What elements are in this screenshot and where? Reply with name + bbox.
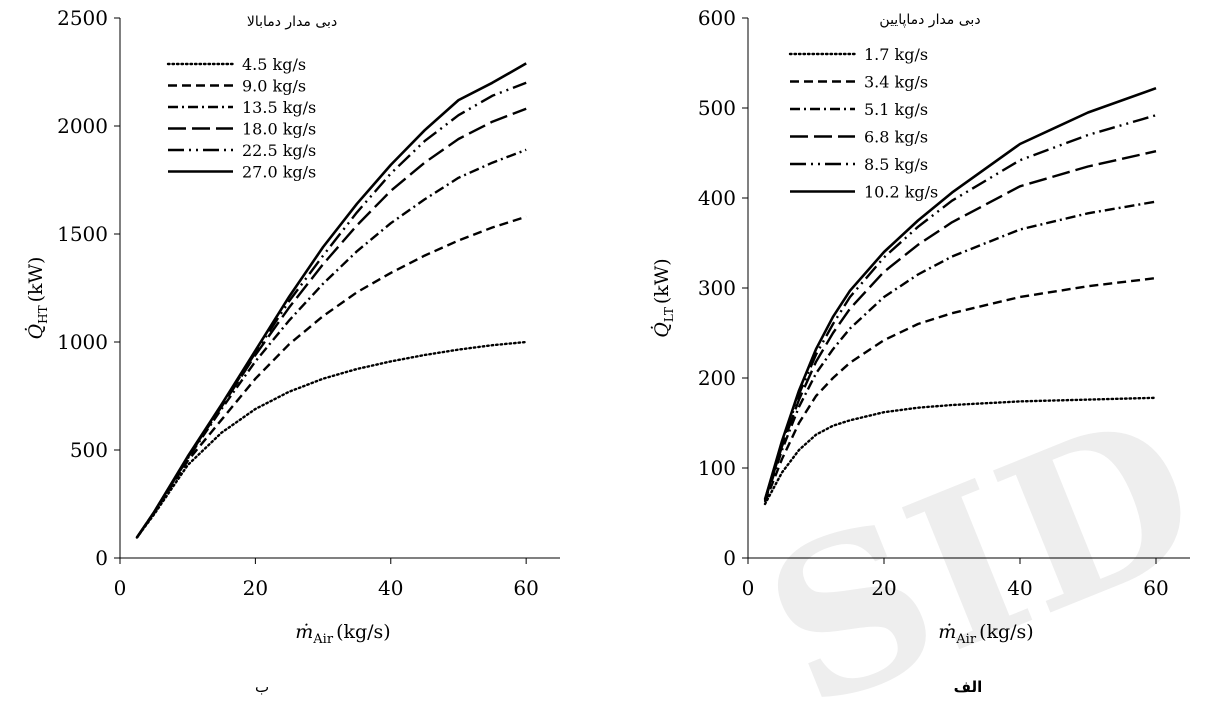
legend-label-6: 10.2 kg/s: [864, 183, 938, 202]
series-line-1: [763, 396, 1158, 506]
y-tick-label: 600: [698, 6, 736, 30]
y-tick-label: 1000: [57, 330, 108, 354]
y-tick-label: 0: [723, 546, 736, 570]
y-tick-label: 300: [698, 276, 736, 300]
y-axis-unit: (kW): [25, 257, 47, 303]
legend-title: دبی مدار دمابالا: [247, 14, 337, 30]
x-tick-label: 20: [243, 576, 268, 600]
x-tick-label: 40: [1007, 576, 1032, 600]
legend-label-5: 22.5 kg/s: [242, 141, 316, 160]
panel-caption: ب: [255, 678, 269, 696]
y-tick-label: 500: [70, 438, 108, 462]
x-tick-label: 40: [378, 576, 403, 600]
x-axis-symbol: ṁ: [295, 621, 313, 643]
watermark-text: SID: [736, 365, 1220, 716]
legend-label-1: 1.7 kg/s: [864, 45, 928, 64]
x-tick-label: 60: [1143, 576, 1168, 600]
x-tick-label: 0: [742, 576, 755, 600]
series-line-2: [763, 276, 1157, 503]
legend-title: دبی مدار دماپایین: [879, 12, 980, 28]
series-line-5: [763, 114, 1157, 500]
series-line-1: [135, 340, 528, 539]
legend-label-4: 18.0 kg/s: [242, 120, 316, 139]
series-line-4: [763, 150, 1157, 501]
y-tick-label: 1500: [57, 222, 108, 246]
chart-panel-ht: 0 500 1000 1500 2000 2500 0 20 40 60 دبی مدار دماب…: [25, 6, 560, 696]
y-tick-label: 500: [698, 96, 736, 120]
y-tick-label: 0: [95, 546, 108, 570]
legend-label-1: 4.5 kg/s: [242, 55, 306, 74]
series-line-3: [135, 148, 527, 539]
series-line-6: [763, 86, 1157, 500]
legend-label-4: 6.8 kg/s: [864, 128, 928, 147]
series-line-5: [135, 81, 527, 539]
y-tick-label: 100: [698, 456, 736, 480]
y-axis-symbol: Q̇: [25, 324, 47, 340]
panel-caption: الف: [954, 678, 983, 696]
legend-label-3: 5.1 kg/s: [864, 100, 928, 119]
y-tick-label: 2000: [57, 114, 108, 138]
x-axis-unit: (kg/s): [336, 621, 391, 643]
x-tick-label: 20: [871, 576, 896, 600]
x-axis-title: ṁAir (kg/s): [295, 621, 390, 647]
series-line-3: [763, 200, 1157, 502]
x-axis-title: ṁAir (kg/s): [938, 621, 1033, 647]
y-tick-label: 200: [698, 366, 736, 390]
y-axis-title: Q̇HT (kW): [25, 257, 50, 340]
x-axis-subscript: Air: [312, 632, 334, 647]
y-axis-symbol: Q̇: [651, 322, 673, 338]
y-axis-unit: (kW): [651, 258, 673, 304]
legend-label-3: 13.5 kg/s: [242, 98, 316, 117]
series-line-6: [135, 62, 527, 539]
y-axis-subscript: LT: [662, 307, 676, 322]
legend-label-5: 8.5 kg/s: [864, 155, 928, 174]
x-axis-subscript: Air: [955, 632, 977, 647]
y-axis-title: Q̇LT (kW): [651, 258, 676, 337]
y-axis-subscript: HT: [36, 305, 50, 323]
y-tick-label: 2500: [57, 6, 108, 30]
legend-label-2: 3.4 kg/s: [864, 73, 928, 92]
series-line-4: [135, 107, 527, 539]
x-axis-symbol: ṁ: [938, 621, 956, 643]
y-tick-label: 400: [698, 186, 736, 210]
legend-label-6: 27.0 kg/s: [242, 163, 316, 182]
legend-label-2: 9.0 kg/s: [242, 77, 306, 96]
x-tick-label: 60: [513, 576, 538, 600]
x-tick-label: 0: [114, 576, 127, 600]
series-line-2: [135, 215, 527, 539]
x-axis-unit: (kg/s): [979, 621, 1034, 643]
chart-panel-lt: 0 100 200 300 400 500 600 0 20 40 60 دبی مدار دماپا…: [651, 6, 1190, 696]
